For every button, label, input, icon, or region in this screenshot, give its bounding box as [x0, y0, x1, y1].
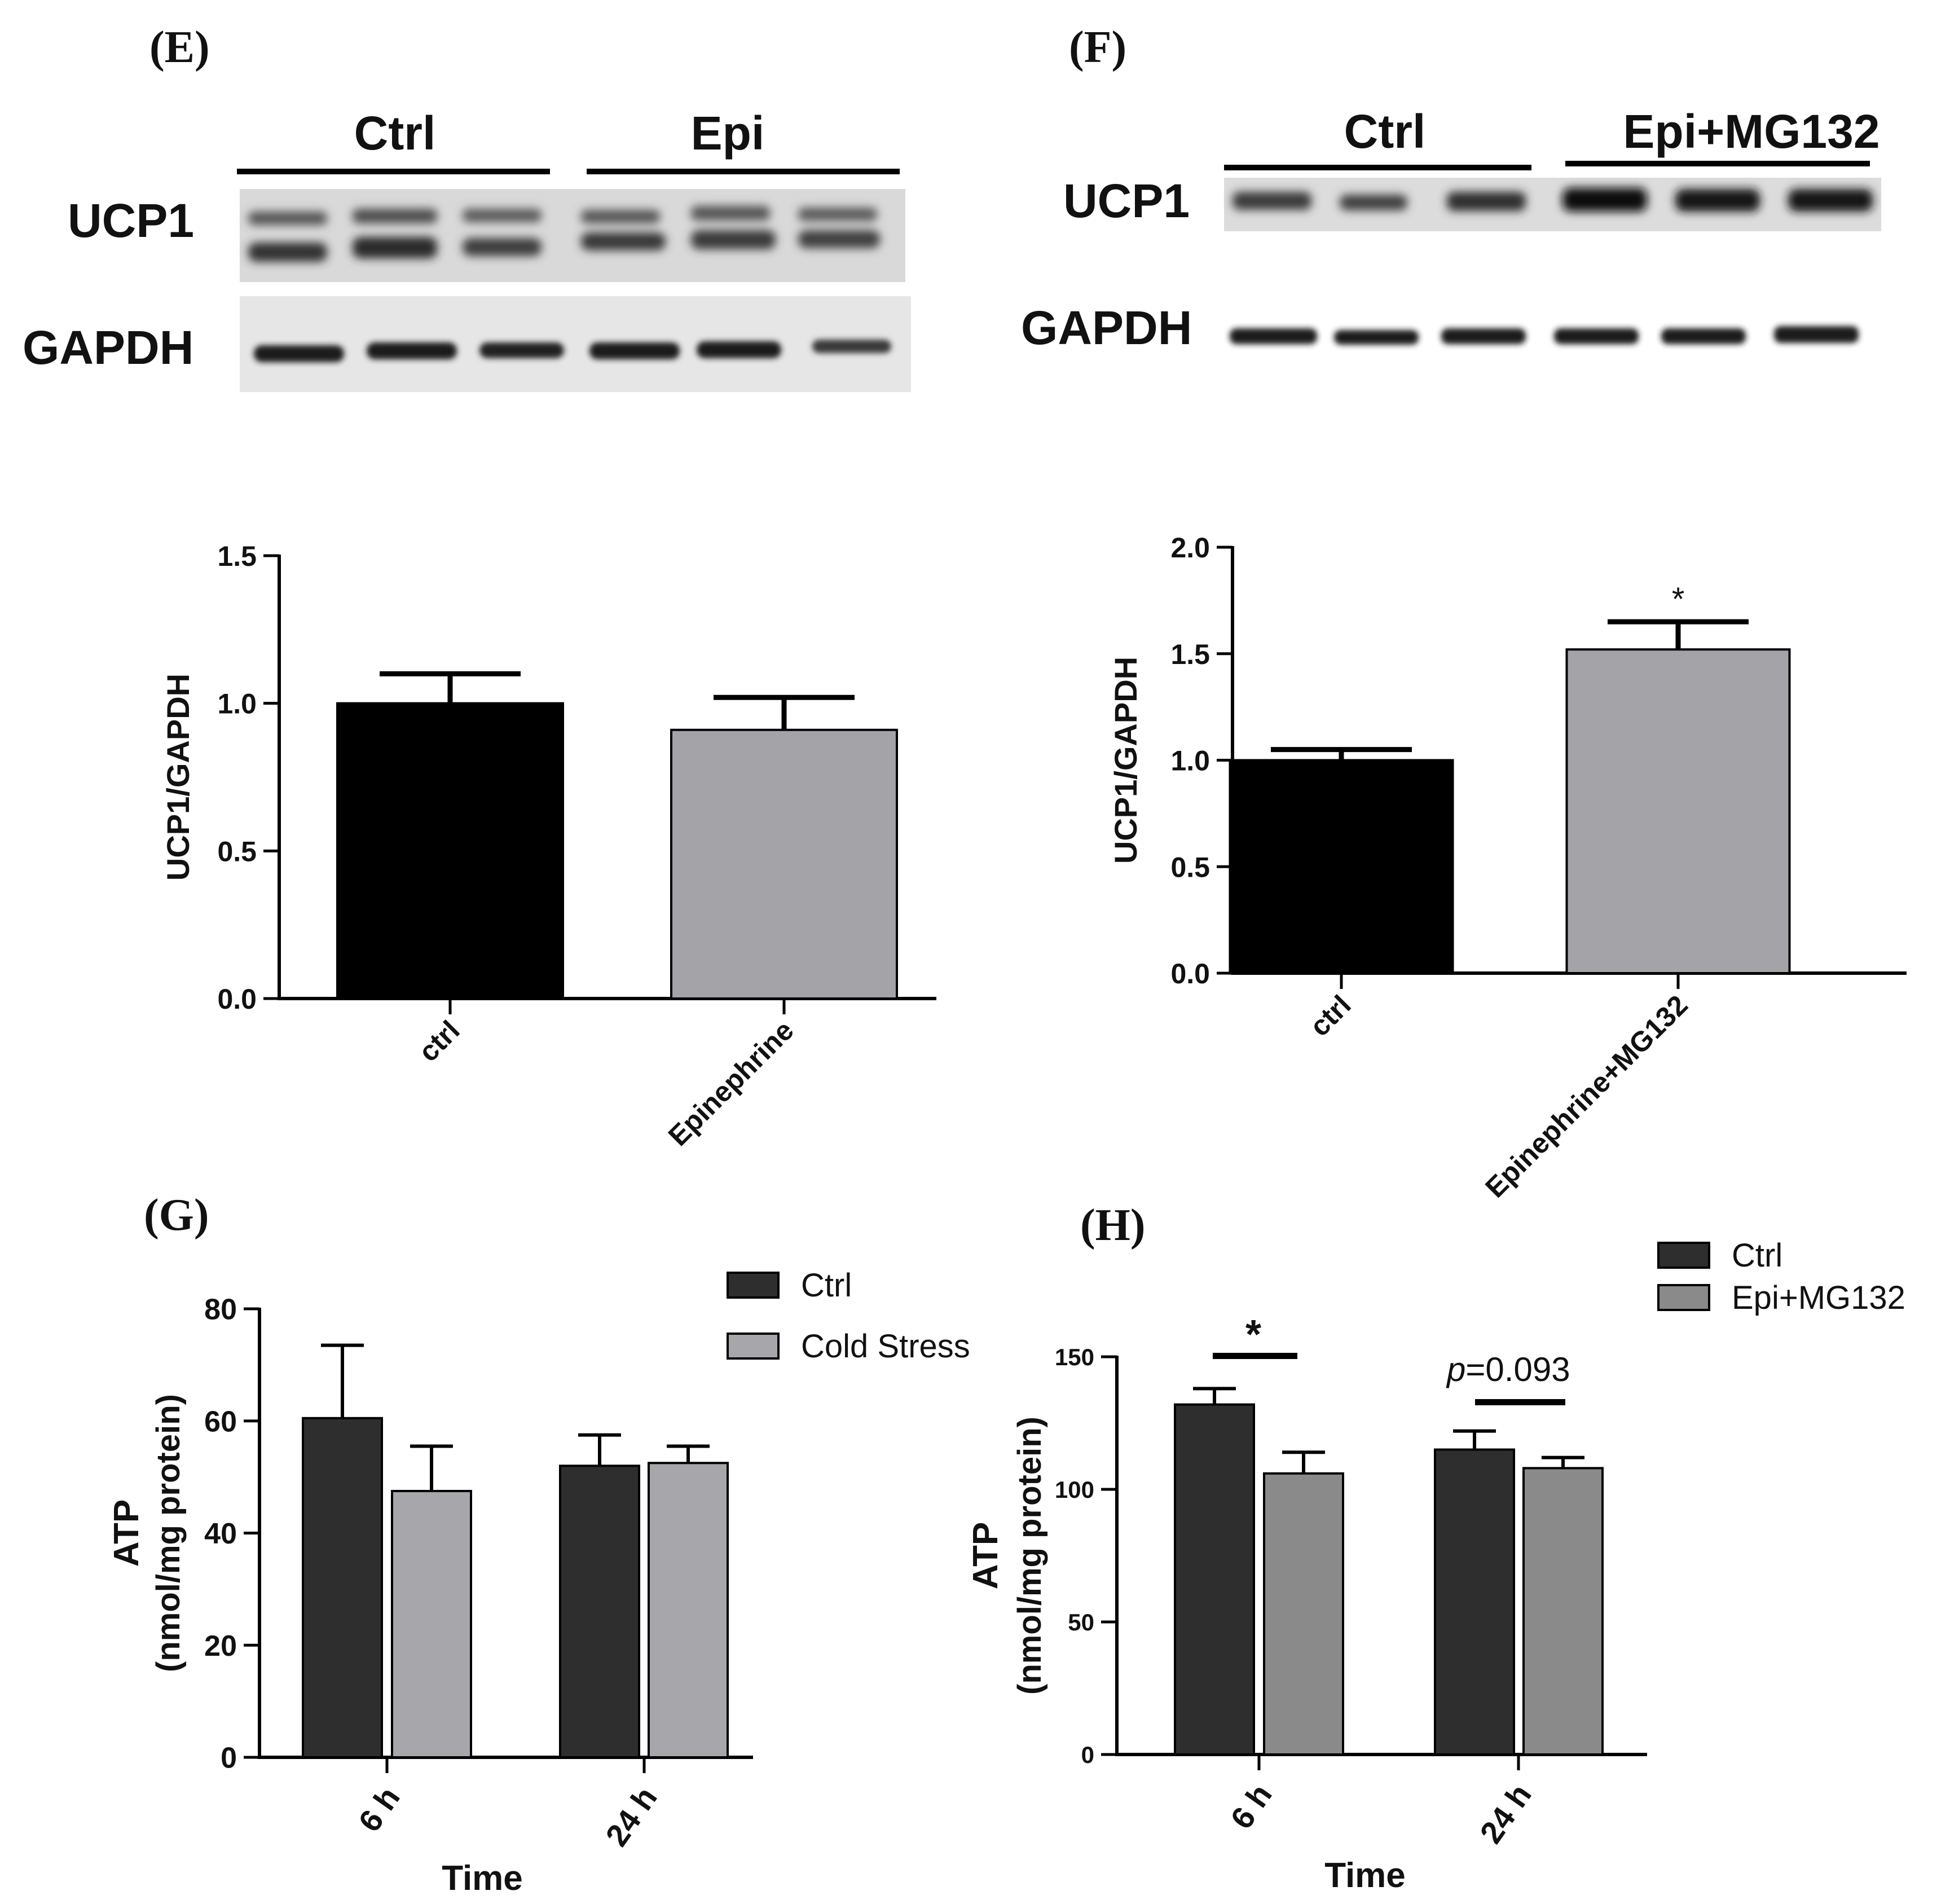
- bar-ctrl-24h: [559, 1465, 640, 1758]
- bar-ctrl-24h: [1434, 1448, 1515, 1756]
- legend-swatch: [727, 1272, 780, 1299]
- blot-e-gapdh-bands: [254, 340, 891, 362]
- blot-e-group-epi: Epi: [691, 107, 765, 160]
- bar-cold-stress-6h: [391, 1489, 472, 1758]
- y-tick-label: 50: [1068, 1609, 1094, 1635]
- bar-ctrl-6h: [302, 1417, 383, 1758]
- bar-ctrl: [1229, 759, 1454, 974]
- y-tick-label: 60: [204, 1405, 237, 1438]
- p-value: =0.093: [1465, 1351, 1570, 1388]
- legend-label: Ctrl: [1732, 1237, 1782, 1274]
- y-tick-label: 0.5: [217, 836, 257, 867]
- legend-label: Epi+MG132: [1732, 1279, 1905, 1316]
- blot-f-ucp1-membrane: [1224, 178, 1881, 231]
- y-axis-label: ATP: [107, 1500, 146, 1567]
- panel-e-blot: (E) Ctrl Epi UCP1 GAPDH: [23, 23, 911, 392]
- blot-f-row-gapdh: GAPDH: [1021, 301, 1192, 354]
- significance-star: *: [1245, 1312, 1261, 1357]
- bar-ctrl-6h: [1174, 1403, 1255, 1756]
- bar-epi-mg132-24h: [1522, 1467, 1604, 1756]
- y-tick-label: 0.0: [1170, 958, 1210, 990]
- panel-e-letter: (E): [149, 23, 210, 72]
- significance-bar-24h: [1475, 1399, 1565, 1405]
- x-axis-label: Time: [442, 1859, 523, 1898]
- legend-swatch: [727, 1333, 780, 1360]
- x-category-label: 24 h: [598, 1780, 664, 1853]
- bar-epi-mg132-6h: [1263, 1472, 1344, 1756]
- blot-e-ucp1-bands: [248, 206, 880, 262]
- blot-e-row-gapdh: GAPDH: [23, 321, 193, 374]
- y-axis-label: ATP: [966, 1522, 1005, 1589]
- blot-f-group-ctrl: Ctrl: [1344, 105, 1426, 158]
- blot-e-row-ucp1: UCP1: [68, 194, 194, 247]
- bar-epinephrine: [670, 728, 898, 1000]
- y-axis-label-unit: (nmol/mg protein): [1011, 1417, 1048, 1695]
- y-tick-label: 1.5: [217, 540, 257, 572]
- blot-f-group-ctrl-line: [1224, 165, 1531, 170]
- blot-f-ucp1-bands: [1232, 188, 1873, 212]
- p-value-annotation: p=0.093: [1446, 1351, 1570, 1388]
- x-category-label: 6 h: [351, 1780, 407, 1838]
- legend-swatch: [1657, 1242, 1710, 1269]
- y-tick-label: 0: [221, 1742, 237, 1775]
- chart-e: 0.0 0.5 1.0 1.5 ctrl Epinephrine UCP1/GAPDH: [160, 540, 936, 1152]
- significance-bar-6h: [1213, 1353, 1297, 1359]
- y-tick-label: 2.0: [1170, 532, 1210, 564]
- panel-g-letter: (G): [144, 1190, 209, 1240]
- bar-cold-stress-24h: [648, 1462, 729, 1758]
- y-axis-label: UCP1/GAPDH: [160, 674, 196, 881]
- chart-f: 0.0 0.5 1.0 1.5 2.0 ctrl Epinephrine+MG132 UCP1…: [1108, 532, 1907, 1204]
- chart-g: (G) 0 20 40 60 80 6 h 24 h Time ATP (nmol/mg prot…: [107, 1190, 970, 1898]
- x-category-label: ctrl: [1304, 989, 1357, 1043]
- blot-f-group-epi-line: [1565, 161, 1870, 166]
- y-tick-label: 0: [1081, 1742, 1094, 1768]
- panel-f-blot: (F) Ctrl Epi+MG132 UCP1 GAPDH: [1021, 23, 1881, 354]
- y-tick-label: 20: [204, 1630, 237, 1663]
- x-category-label: ctrl: [412, 1014, 466, 1068]
- x-category-label: Epinephrine+MG132: [1479, 989, 1693, 1203]
- significance-star: *: [1672, 581, 1685, 618]
- chart-h: (H) 0 50 100 150 6 h 24 h Time ATP (nmol/mg prot…: [966, 1201, 1905, 1895]
- bar-epinephrine-mg132: [1565, 648, 1791, 974]
- y-tick-label: 100: [1055, 1476, 1094, 1503]
- y-tick-label: 1.0: [1170, 745, 1210, 777]
- x-axis-label: Time: [1324, 1856, 1406, 1895]
- y-tick-label: 150: [1055, 1344, 1094, 1370]
- y-tick-label: 0.0: [217, 983, 257, 1015]
- y-tick-label: 1.0: [217, 688, 257, 720]
- blot-e-group-ctrl: Ctrl: [354, 107, 436, 160]
- p-letter: p: [1446, 1351, 1465, 1388]
- x-category-label: 6 h: [1223, 1778, 1279, 1835]
- blot-f-group-epi-mg132: Epi+MG132: [1623, 105, 1879, 158]
- blot-e-group-epi-line: [587, 169, 900, 174]
- x-category-label: 24 h: [1473, 1778, 1538, 1850]
- panel-f-letter: (F): [1069, 23, 1126, 72]
- y-axis-label-unit: (nmol/mg protein): [150, 1394, 187, 1672]
- panel-h-letter: (H): [1080, 1201, 1146, 1250]
- blot-e-gapdh-membrane: [240, 296, 911, 392]
- blot-e-group-ctrl-line: [237, 169, 550, 174]
- y-tick-label: 80: [204, 1294, 237, 1326]
- y-tick-label: 1.5: [1170, 639, 1210, 670]
- y-tick-label: 40: [204, 1518, 237, 1550]
- legend-label: Ctrl: [801, 1267, 852, 1304]
- bar-ctrl: [336, 702, 564, 1000]
- legend-label: Cold Stress: [801, 1328, 970, 1365]
- y-axis-label: UCP1/GAPDH: [1108, 657, 1143, 864]
- blot-f-row-ucp1: UCP1: [1063, 174, 1190, 227]
- y-tick-label: 0.5: [1170, 851, 1210, 883]
- blot-e-ucp1-membrane: [240, 189, 905, 282]
- legend-swatch: [1657, 1284, 1710, 1311]
- blot-f-gapdh-bands: [1230, 326, 1859, 345]
- x-category-label: Epinephrine: [662, 1014, 800, 1152]
